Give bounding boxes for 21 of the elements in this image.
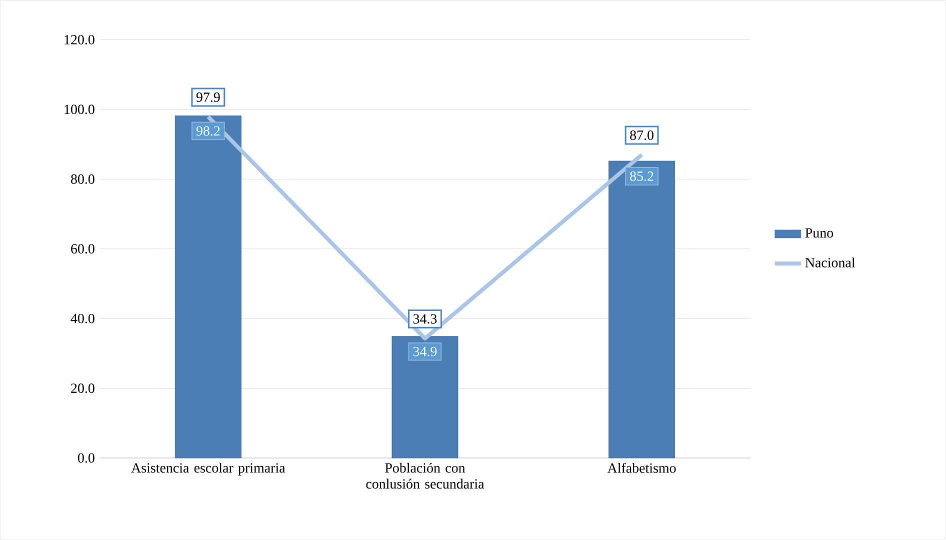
bar xyxy=(174,116,242,458)
x-tick-label: Alfabetismo xyxy=(607,462,676,473)
y-tick-label: 80.0 xyxy=(71,174,94,184)
data-label: 34.9 xyxy=(413,346,437,356)
x-tick-label: Población con conlusión secundaria xyxy=(366,462,484,489)
x-tick-label: Asistencia escolar primaria xyxy=(131,462,286,476)
y-tick-label: 40.0 xyxy=(70,314,94,324)
data-label: 97.9 xyxy=(196,92,220,102)
legend-label: Nacional xyxy=(805,258,856,268)
data-label: 85.2 xyxy=(630,172,654,182)
data-label: 34.3 xyxy=(413,314,437,324)
y-tick-label: 120.0 xyxy=(64,35,94,45)
y-tick-label: 0.0 xyxy=(78,453,94,463)
y-tick-label: 20.0 xyxy=(71,384,94,394)
bar xyxy=(608,160,676,458)
bar xyxy=(392,336,458,458)
data-label: 87.0 xyxy=(630,130,654,140)
y-tick-label: 60.0 xyxy=(71,244,94,254)
data-label: 98.2 xyxy=(196,126,220,136)
legend-label: Puno xyxy=(805,228,834,238)
y-tick-label: 100.0 xyxy=(64,104,94,114)
